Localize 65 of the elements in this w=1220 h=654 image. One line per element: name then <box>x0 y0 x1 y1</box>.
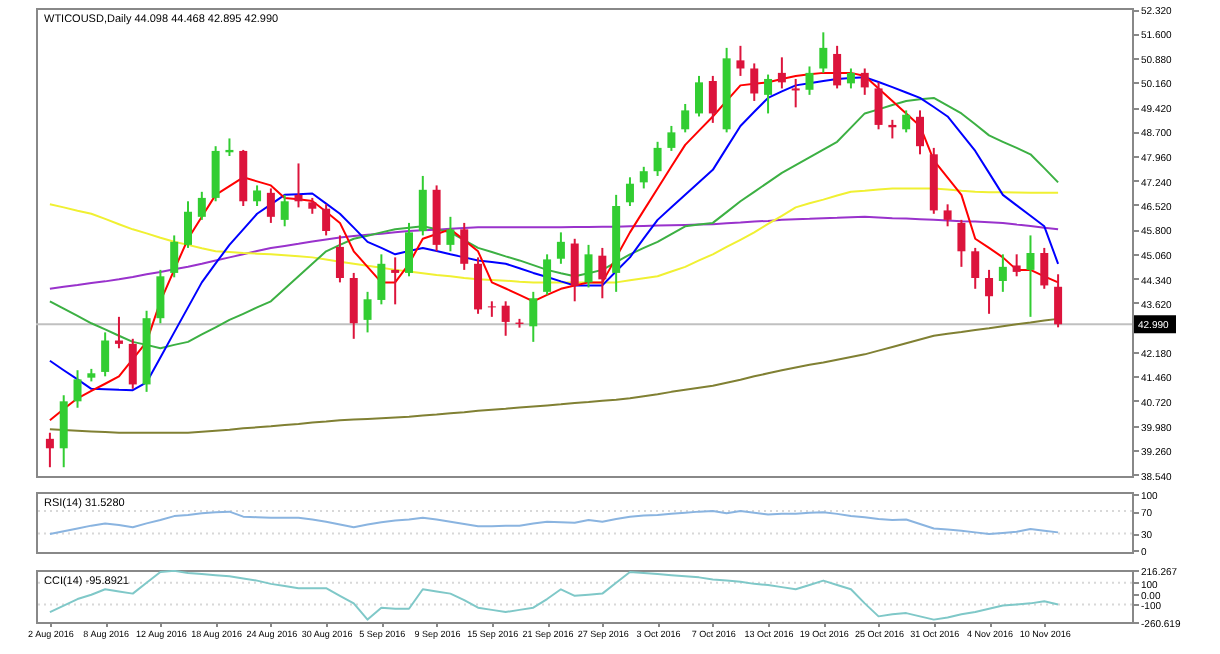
candlestick <box>902 109 911 134</box>
candlestick <box>377 253 386 306</box>
candlestick <box>915 109 924 156</box>
candlestick <box>474 256 483 315</box>
candlestick <box>1012 253 1021 278</box>
candlestick <box>59 394 68 469</box>
candlestick <box>184 200 193 249</box>
candlestick <box>349 271 358 340</box>
candlestick <box>73 369 82 409</box>
candlestick <box>543 253 552 296</box>
candlestick <box>487 300 496 318</box>
candlestick <box>253 184 262 208</box>
candlestick <box>750 62 759 102</box>
candlestick <box>446 215 455 253</box>
candlestick <box>460 221 469 271</box>
candlestick <box>777 56 786 90</box>
candlestick <box>322 203 331 237</box>
candlestick <box>1040 246 1049 290</box>
candlestick <box>874 81 883 131</box>
candlestick <box>266 187 275 224</box>
candlestick <box>584 243 593 289</box>
candlestick <box>971 246 980 290</box>
candlestick <box>736 44 745 77</box>
candlestick <box>363 290 372 334</box>
candlestick <box>985 268 994 315</box>
candlestick <box>1054 273 1063 329</box>
candlestick <box>114 315 123 350</box>
candlestick <box>957 218 966 268</box>
candlestick <box>833 44 842 90</box>
candlestick <box>695 74 704 118</box>
candlestick <box>998 253 1007 293</box>
candlestick <box>625 176 634 208</box>
candlestick <box>667 124 676 152</box>
candlestick <box>639 165 648 190</box>
candlestick <box>846 67 855 90</box>
candlestick <box>529 290 538 343</box>
candlestick <box>681 102 690 134</box>
candlestick <box>501 300 510 337</box>
candlestick <box>170 234 179 279</box>
candlestick <box>294 162 303 209</box>
candlestick <box>860 67 869 96</box>
candlestick <box>556 231 565 265</box>
candlestick <box>598 246 607 300</box>
candlestick <box>128 337 137 390</box>
candlestick <box>404 221 413 278</box>
candlestick <box>335 234 344 284</box>
line-series <box>48 510 1060 536</box>
candlestick <box>156 268 165 325</box>
candlestick <box>1026 234 1035 318</box>
candlestick <box>708 74 717 124</box>
candlestick <box>45 431 54 469</box>
candlestick <box>764 73 773 115</box>
candlestick <box>791 77 800 109</box>
candlestick <box>805 65 814 96</box>
candlestick <box>101 331 110 378</box>
line-series <box>48 570 1060 621</box>
candlestick <box>280 193 289 228</box>
candlestick <box>418 174 427 237</box>
candlestick <box>819 31 828 74</box>
candlestick <box>943 203 952 228</box>
candlestick <box>197 190 206 221</box>
candlestick <box>653 140 662 177</box>
candlestick <box>570 237 579 303</box>
candlestick <box>391 256 400 306</box>
candlestick <box>211 145 220 203</box>
